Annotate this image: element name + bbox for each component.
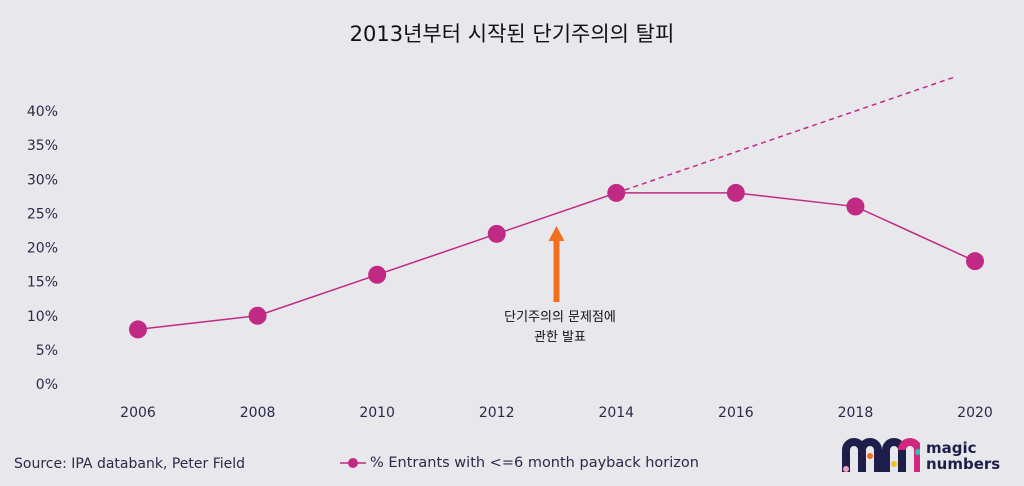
data-point — [368, 265, 387, 284]
x-tick-label: 2010 — [359, 405, 395, 421]
annotation-arrow-shaft — [553, 240, 560, 302]
data-point — [846, 197, 865, 216]
x-tick-label: 2016 — [718, 405, 754, 421]
source-note: Source: IPA databank, Peter Field — [14, 456, 246, 472]
data-point — [607, 183, 626, 202]
y-tick-label: 40% — [27, 104, 58, 120]
y-tick-label: 35% — [27, 138, 58, 154]
magic-numbers-logo: magic numbers — [840, 436, 1000, 476]
annotation-text: 단기주의의 문제점에 관한 발표 — [480, 308, 640, 348]
data-point — [966, 252, 984, 271]
x-tick-label: 2008 — [240, 405, 276, 421]
legend: % Entrants with <=6 month payback horizo… — [340, 455, 699, 471]
y-tick-label: 20% — [27, 241, 58, 257]
y-tick-label: 30% — [27, 172, 58, 188]
data-point — [248, 306, 267, 325]
x-tick-label: 2018 — [838, 405, 874, 421]
logo-mark-icon — [842, 438, 920, 472]
logo-text-line1: magic — [926, 439, 977, 457]
chart-title: 2013년부터 시작된 단기주의의 탈피 — [349, 22, 675, 46]
data-point — [487, 224, 506, 243]
x-tick-label: 2006 — [120, 405, 156, 421]
y-tick-label: 25% — [27, 206, 58, 222]
x-tick-label: 2020 — [957, 405, 993, 421]
x-tick-label: 2014 — [598, 405, 634, 421]
y-tick-label: 10% — [27, 309, 58, 325]
x-tick-label: 2012 — [479, 405, 515, 421]
legend-marker-icon — [340, 458, 366, 468]
y-tick-label: 15% — [27, 275, 58, 291]
data-point — [726, 183, 745, 202]
annotation-arrow-head — [548, 226, 565, 241]
annotation-line2: 관한 발표 — [534, 330, 586, 345]
logo-text-line2: numbers — [926, 455, 1001, 473]
y-tick-label: 0% — [36, 377, 58, 393]
annotation-line1: 단기주의의 문제점에 — [504, 310, 616, 325]
series-line — [137, 192, 976, 331]
y-tick-label: 5% — [36, 343, 58, 359]
trend-line — [616, 76, 956, 194]
data-point — [129, 320, 147, 339]
legend-label: % Entrants with <=6 month payback horizo… — [370, 455, 699, 471]
